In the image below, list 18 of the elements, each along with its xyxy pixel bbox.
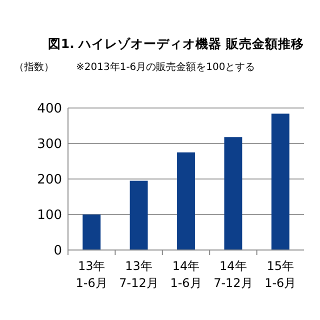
bar bbox=[82, 214, 101, 250]
y-axis-title: （指数） bbox=[14, 61, 54, 73]
chart-title: 図1. ハイレゾオーディオ機器 販売金額推移 bbox=[48, 36, 304, 51]
bar bbox=[177, 152, 195, 250]
chart-subtitle: ※2013年1-6月の販売金額を100とする bbox=[76, 61, 256, 73]
bar bbox=[224, 137, 242, 250]
x-tick-label: 14年 7-12月 bbox=[214, 259, 253, 290]
y-tick-label: 200 bbox=[37, 172, 62, 188]
y-tick-label: 400 bbox=[37, 102, 62, 117]
x-tick-label: 14年 1-6月 bbox=[170, 259, 202, 290]
x-tick-label: 15年 1-6月 bbox=[264, 259, 296, 290]
y-tick-label: 100 bbox=[37, 208, 62, 224]
bar bbox=[130, 180, 148, 250]
x-tick-label: 13年 1-6月 bbox=[76, 259, 108, 290]
x-tick-label: 13年 7-12月 bbox=[119, 259, 158, 290]
bar bbox=[271, 114, 290, 250]
y-tick-label: 300 bbox=[37, 137, 62, 152]
y-tick-label: 0 bbox=[54, 244, 62, 259]
